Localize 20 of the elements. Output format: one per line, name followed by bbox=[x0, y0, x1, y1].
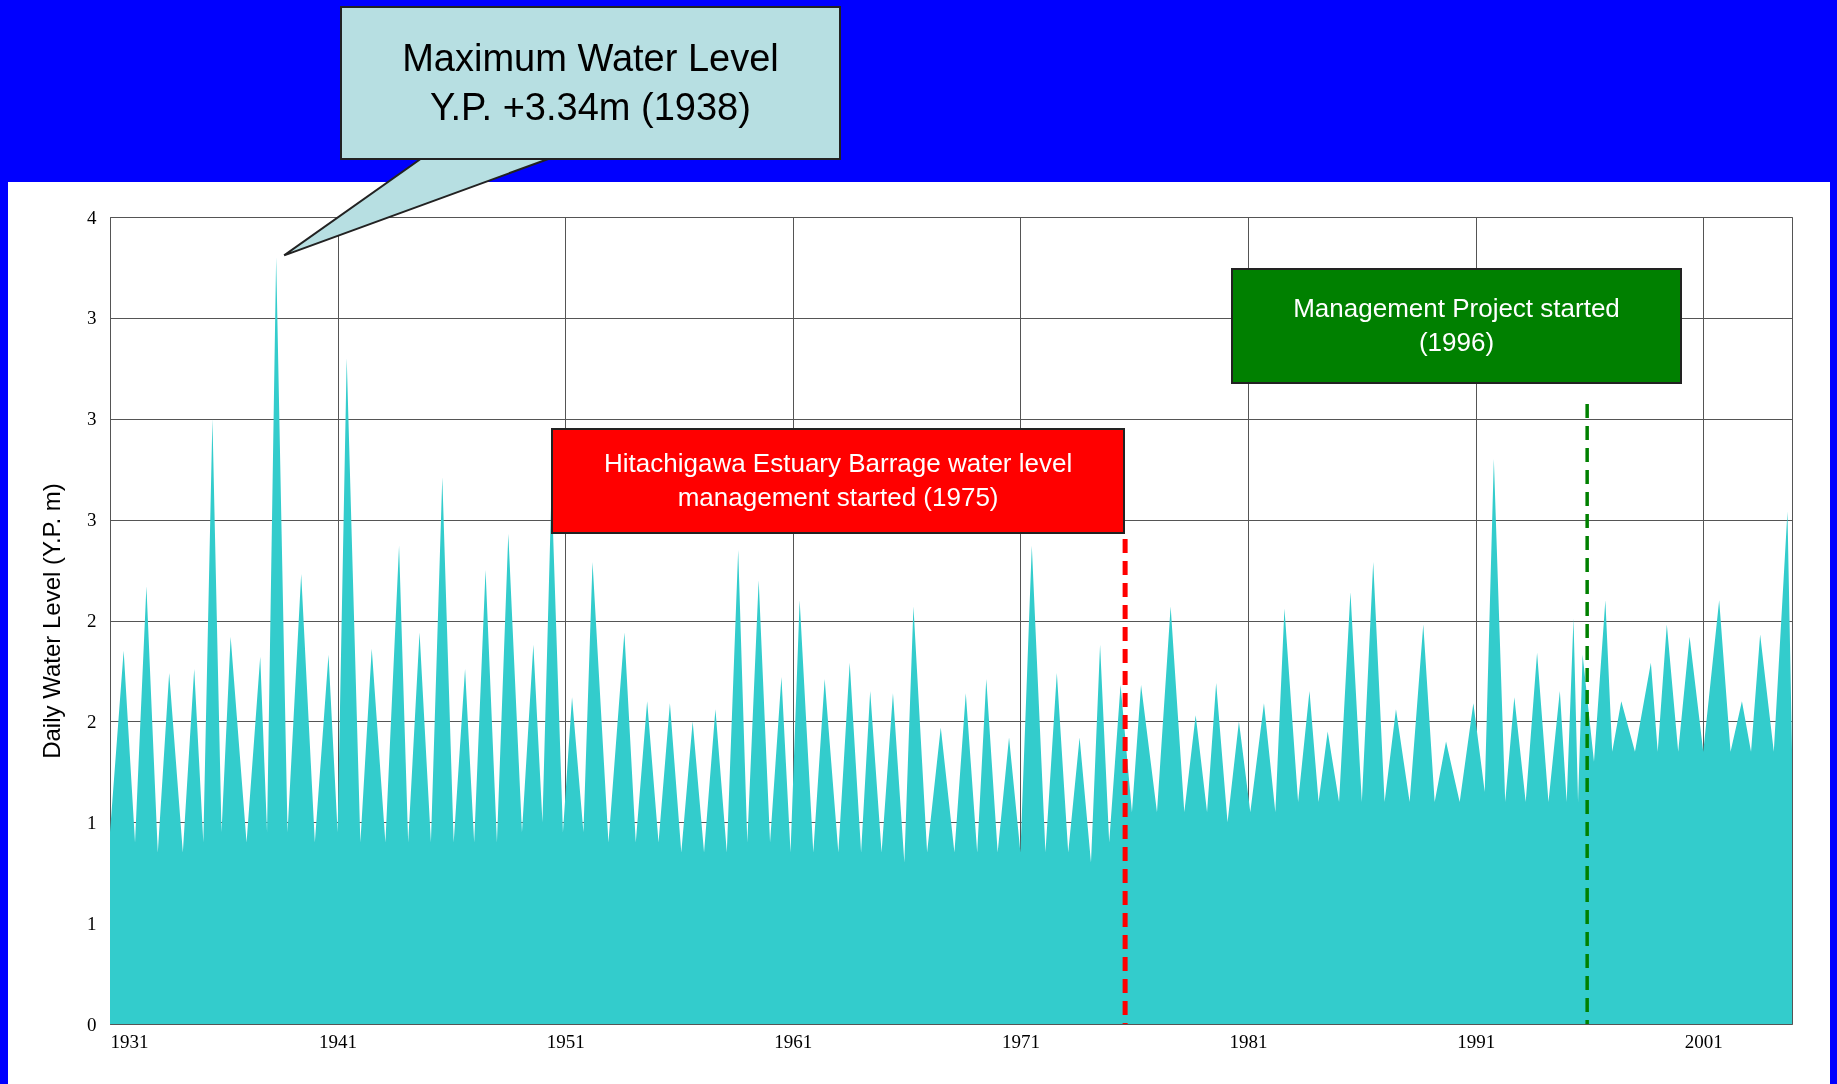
note-box: Management Project started (1996) bbox=[1231, 268, 1682, 384]
note-box: Hitachigawa Estuary Barrage water level management started (1975) bbox=[551, 428, 1126, 534]
y-tick-label: 2 bbox=[87, 710, 97, 732]
x-tick-label: 1971 bbox=[1001, 1030, 1040, 1052]
y-tick-label: 4 bbox=[87, 206, 97, 228]
y-tick-label: 2 bbox=[87, 610, 97, 631]
y-tick-label: 3 bbox=[87, 408, 97, 430]
y-tick-label: 1 bbox=[87, 811, 97, 833]
y-tick-label: 3 bbox=[87, 307, 97, 329]
x-tick-label: 1991 bbox=[1457, 1030, 1496, 1052]
y-tick-label: 0 bbox=[87, 1013, 97, 1035]
y-tick-label: 1 bbox=[87, 912, 97, 934]
x-tick-label: 1981 bbox=[1229, 1030, 1268, 1052]
x-tick-label: 1961 bbox=[774, 1030, 813, 1052]
x-tick-label: 2001 bbox=[1684, 1030, 1723, 1052]
x-tick-label: 1941 bbox=[319, 1030, 358, 1052]
y-axis-title: Daily Water Level (Y.P. m) bbox=[38, 483, 65, 759]
y-tick-label: 3 bbox=[87, 509, 97, 531]
x-tick-label: 1931 bbox=[110, 1030, 149, 1052]
x-tick-label: 1951 bbox=[546, 1030, 585, 1052]
